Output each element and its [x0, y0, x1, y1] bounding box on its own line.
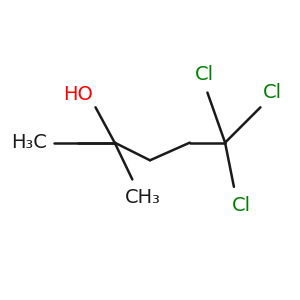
Text: HO: HO — [63, 85, 93, 104]
Text: Cl: Cl — [195, 65, 214, 84]
Text: Cl: Cl — [262, 83, 282, 102]
Text: Cl: Cl — [232, 196, 251, 215]
Text: CH₃: CH₃ — [125, 188, 160, 207]
Text: H₃C: H₃C — [11, 133, 47, 152]
